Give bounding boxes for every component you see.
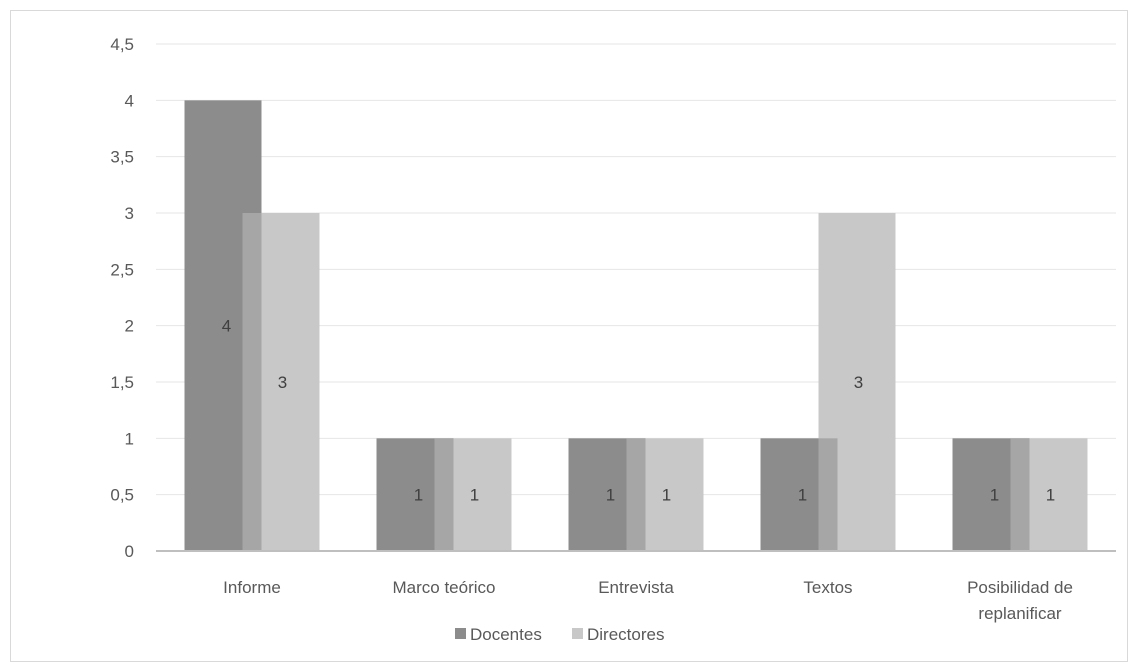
y-tick-label: 2 bbox=[125, 317, 134, 336]
data-label: 3 bbox=[278, 373, 287, 392]
y-tick-label: 1 bbox=[125, 429, 134, 448]
y-tick-label: 0 bbox=[125, 542, 134, 561]
data-label: 4 bbox=[222, 317, 231, 336]
y-tick-label: 3,5 bbox=[110, 148, 134, 167]
bar-overlap bbox=[242, 213, 262, 551]
x-category-label: Marco teórico bbox=[393, 578, 496, 597]
y-tick-label: 3 bbox=[125, 204, 134, 223]
data-label: 3 bbox=[854, 373, 863, 392]
bar-overlap bbox=[818, 438, 838, 551]
bar-chart: 0 0,5 1 1,5 2 2,5 3 3,5 4 4,5 4 3 Informe 1 1 Marco teó… bbox=[110, 35, 1116, 644]
bar-overlap bbox=[626, 438, 646, 551]
x-category-label: Informe bbox=[223, 578, 281, 597]
y-tick-label: 0,5 bbox=[110, 486, 134, 505]
x-category-label: Entrevista bbox=[598, 578, 674, 597]
legend-label: Docentes bbox=[470, 625, 542, 644]
legend-label: Directores bbox=[587, 625, 664, 644]
bar-overlap bbox=[434, 438, 454, 551]
y-tick-label: 4 bbox=[125, 91, 134, 110]
data-label: 1 bbox=[662, 486, 671, 505]
x-category-label: Textos bbox=[803, 578, 852, 597]
x-category-label: Posibilidad de bbox=[967, 578, 1073, 597]
data-label: 1 bbox=[414, 486, 423, 505]
data-label: 1 bbox=[606, 486, 615, 505]
legend-swatch-directores bbox=[572, 628, 583, 639]
data-label: 1 bbox=[798, 486, 807, 505]
y-tick-label: 4,5 bbox=[110, 35, 134, 54]
y-tick-label: 2,5 bbox=[110, 260, 134, 279]
bar-overlap bbox=[1010, 438, 1030, 551]
data-label: 1 bbox=[1046, 486, 1055, 505]
x-category-label: replanificar bbox=[978, 604, 1061, 623]
data-label: 1 bbox=[990, 486, 999, 505]
legend-swatch-docentes bbox=[455, 628, 466, 639]
y-tick-label: 1,5 bbox=[110, 373, 134, 392]
chart-frame: 0 0,5 1 1,5 2 2,5 3 3,5 4 4,5 4 3 Informe 1 1 Marco teó… bbox=[10, 10, 1128, 662]
data-label: 1 bbox=[470, 486, 479, 505]
